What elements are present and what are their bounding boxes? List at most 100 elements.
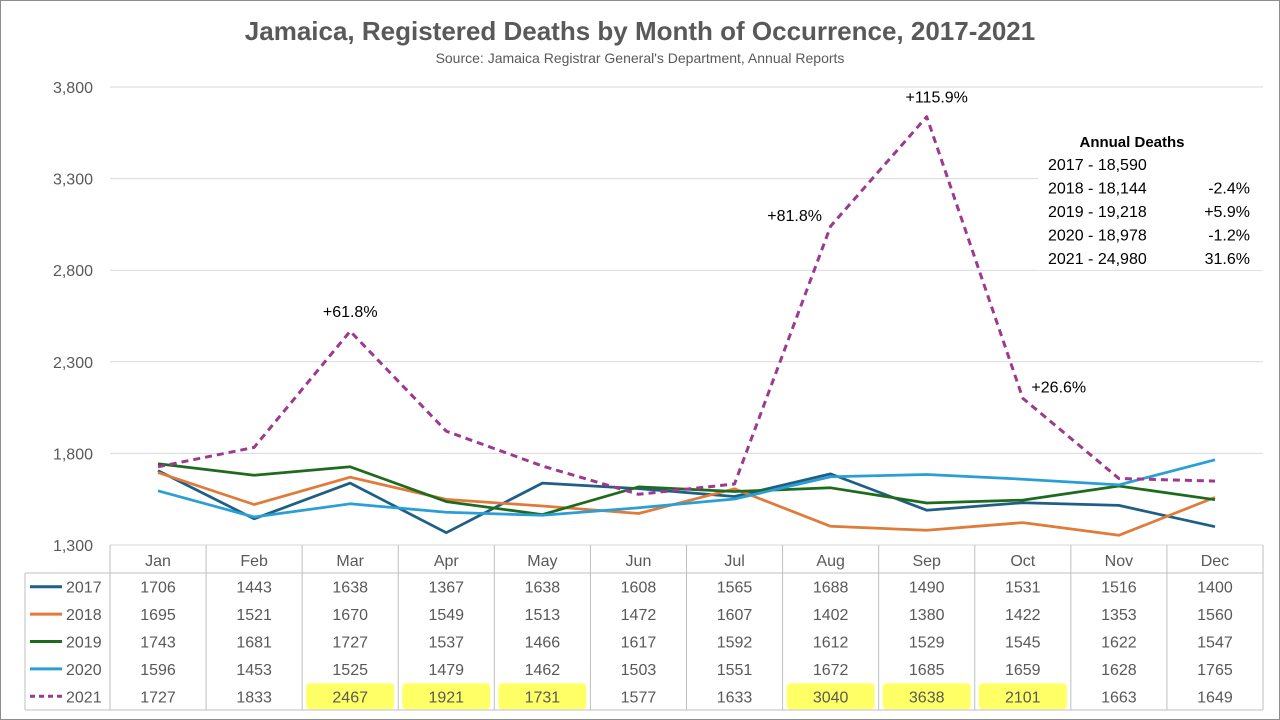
cell-highlight bbox=[786, 683, 875, 710]
table-cell: 1638 bbox=[332, 580, 368, 597]
chart-title: Jamaica, Registered Deaths by Month of O… bbox=[245, 16, 1035, 46]
table-cell: 1607 bbox=[717, 607, 753, 624]
table-cell: 1462 bbox=[525, 662, 561, 679]
table-cell: 1596 bbox=[140, 662, 176, 679]
legend-label: 2021 bbox=[66, 689, 102, 706]
table-cell: 1503 bbox=[621, 662, 657, 679]
table-cell: 1472 bbox=[621, 607, 657, 624]
table-cell: 1663 bbox=[1101, 689, 1137, 706]
table-cell: 1649 bbox=[1197, 689, 1233, 706]
y-tick-label: 1,800 bbox=[53, 446, 93, 463]
table-cell: 1531 bbox=[1005, 580, 1041, 597]
table-cell: 1380 bbox=[909, 607, 945, 624]
legend-label: 2017 bbox=[66, 580, 102, 597]
table-cell: 1638 bbox=[525, 580, 561, 597]
table-cell: 1672 bbox=[813, 662, 849, 679]
x-tick-label: Jun bbox=[626, 553, 652, 570]
table-cell: 1727 bbox=[332, 635, 368, 652]
table-cell: 1622 bbox=[1101, 635, 1137, 652]
table-cell: 1612 bbox=[813, 635, 849, 652]
y-axis: 1,300 1,800 2,300 2,800 3,300 3,800 bbox=[53, 80, 93, 555]
table-cell: 1525 bbox=[332, 662, 368, 679]
table-cell: 1833 bbox=[236, 689, 272, 706]
legend-label: 2020 bbox=[66, 662, 102, 679]
table-cell: 1479 bbox=[428, 662, 464, 679]
annual-deaths-box: Annual Deaths 2017 - 18,590 2018 - 18,144 -… bbox=[1038, 128, 1263, 270]
annual-row-change: 31.6% bbox=[1205, 251, 1250, 268]
table-cell: 1688 bbox=[813, 580, 849, 597]
table-cell: 1765 bbox=[1197, 662, 1233, 679]
table-cell: 1516 bbox=[1101, 580, 1137, 597]
annotations: +61.8% +81.8% +115.9% +26.6% bbox=[323, 90, 1086, 397]
annual-box-bg bbox=[1038, 128, 1263, 270]
table-cell: 1731 bbox=[525, 689, 561, 706]
table-cell: 1537 bbox=[428, 635, 464, 652]
table-cell: 1695 bbox=[140, 607, 176, 624]
series-line-2020 bbox=[157, 458, 1216, 519]
table-cell: 1353 bbox=[1101, 607, 1137, 624]
table-cell: 1628 bbox=[1101, 662, 1137, 679]
table-cell: 1490 bbox=[909, 580, 945, 597]
table-cell: 3638 bbox=[909, 689, 945, 706]
annotation-label: +61.8% bbox=[323, 304, 378, 321]
table-cell: 1547 bbox=[1197, 635, 1233, 652]
annual-row-change: -2.4% bbox=[1208, 181, 1250, 198]
x-tick-label: May bbox=[527, 553, 557, 570]
series-line-2021 bbox=[157, 115, 1216, 496]
table-cell: 1545 bbox=[1005, 635, 1041, 652]
x-tick-label: Sep bbox=[912, 553, 941, 570]
x-tick-label: Oct bbox=[1010, 553, 1035, 570]
chart-subtitle: Source: Jamaica Registrar General's Depa… bbox=[436, 50, 845, 66]
table-cell: 1513 bbox=[525, 607, 561, 624]
x-tick-label: Jul bbox=[724, 553, 744, 570]
cell-highlight bbox=[882, 683, 971, 710]
y-tick-label: 2,800 bbox=[53, 263, 93, 280]
cell-highlight bbox=[498, 683, 587, 710]
annual-row-label: 2018 - 18,144 bbox=[1048, 181, 1147, 198]
table-cell: 1577 bbox=[621, 689, 657, 706]
table-cell: 1549 bbox=[428, 607, 464, 624]
table-cell: 1402 bbox=[813, 607, 849, 624]
annual-row-change: -1.2% bbox=[1208, 228, 1250, 245]
table-cell: 1727 bbox=[140, 689, 176, 706]
table-cell: 2467 bbox=[332, 689, 368, 706]
table-cell: 1670 bbox=[332, 607, 368, 624]
y-tick-label: 1,300 bbox=[53, 538, 93, 555]
x-tick-label: Jan bbox=[145, 553, 171, 570]
annual-row-label: 2021 - 24,980 bbox=[1048, 251, 1147, 268]
table-cell: 1422 bbox=[1005, 607, 1041, 624]
table-cell: 1560 bbox=[1197, 607, 1233, 624]
table-cell: 1633 bbox=[717, 689, 753, 706]
legend-label: 2018 bbox=[66, 607, 102, 624]
y-tick-label: 2,300 bbox=[53, 355, 93, 372]
table-cell: 1466 bbox=[525, 635, 561, 652]
cell-highlight bbox=[402, 683, 491, 710]
table-cell: 1706 bbox=[140, 580, 176, 597]
table-cell: 1592 bbox=[717, 635, 753, 652]
annual-row-change: +5.9% bbox=[1204, 204, 1250, 221]
x-tick-label: Apr bbox=[434, 553, 460, 570]
annual-box-title: Annual Deaths bbox=[1079, 134, 1184, 151]
annual-row-label: 2017 - 18,590 bbox=[1048, 157, 1147, 174]
table-cell: 1400 bbox=[1197, 580, 1233, 597]
table-cell: 2101 bbox=[1005, 689, 1041, 706]
table-cell: 1367 bbox=[428, 580, 464, 597]
annual-row-label: 2019 - 19,218 bbox=[1048, 204, 1147, 221]
table-cell: 1617 bbox=[621, 635, 657, 652]
table-cell: 1521 bbox=[236, 607, 272, 624]
x-tick-label: Dec bbox=[1201, 553, 1229, 570]
data-table: Jan Feb Mar Apr May Jun Jul Aug Sep Oct Nov Dec 2017… bbox=[24, 545, 1264, 711]
x-tick-label: Mar bbox=[336, 553, 364, 570]
series-line-2017 bbox=[157, 469, 1216, 535]
cell-highlight bbox=[978, 683, 1067, 710]
cell-highlight bbox=[306, 683, 395, 710]
table-cell: 1551 bbox=[717, 662, 753, 679]
y-tick-label: 3,300 bbox=[53, 172, 93, 189]
table-cell: 1453 bbox=[236, 662, 272, 679]
table-cell: 3040 bbox=[813, 689, 849, 706]
annual-row-label: 2020 - 18,978 bbox=[1048, 228, 1147, 245]
table-cell: 1921 bbox=[428, 689, 464, 706]
table-cell: 1659 bbox=[1005, 662, 1041, 679]
table-cell: 1685 bbox=[909, 662, 945, 679]
